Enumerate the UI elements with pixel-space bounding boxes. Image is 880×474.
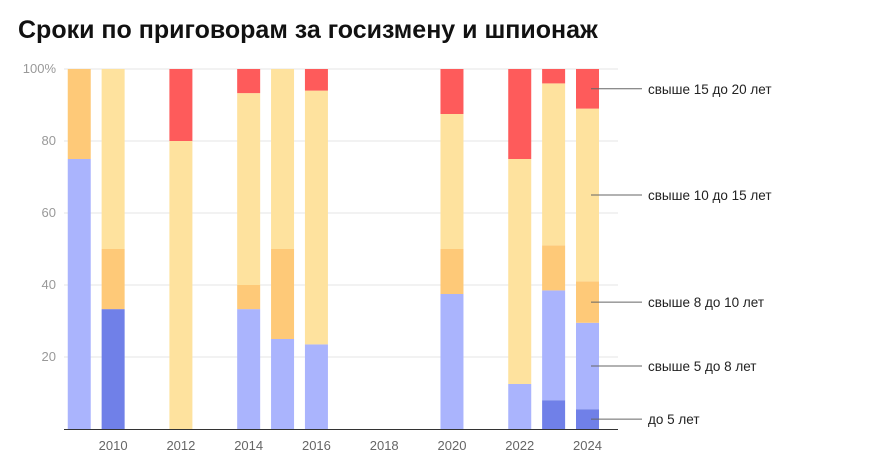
bar-segment	[440, 114, 464, 249]
bar-segment	[67, 159, 91, 429]
y-tick-label: 100%	[23, 61, 57, 76]
bar-segment	[576, 322, 600, 410]
bar-segment	[169, 69, 193, 141]
x-tick-label: 2010	[99, 438, 128, 453]
bar-segment	[542, 69, 566, 84]
bar-segment	[67, 69, 91, 159]
bar-segment	[576, 108, 600, 282]
x-tick-label: 2024	[573, 438, 602, 453]
bar-segment	[237, 285, 261, 310]
y-tick-label: 80	[42, 133, 56, 148]
x-axis-ticks: 2010 2012 2014 2016 2018 2020 2022 2024	[99, 438, 602, 453]
legend-label: до 5 лет	[648, 412, 700, 427]
y-tick-label: 40	[42, 277, 56, 292]
x-tick-label: 2020	[438, 438, 467, 453]
bar-segment	[440, 69, 464, 114]
gridlines	[64, 68, 618, 358]
bar-segment	[304, 69, 328, 91]
bar-segment	[304, 90, 328, 345]
y-tick-label: 60	[42, 205, 56, 220]
legend-label: свыше 10 до 15 лет	[648, 188, 772, 203]
bar-segment	[304, 344, 328, 429]
bar-segment	[440, 249, 464, 294]
bar-segment	[101, 309, 125, 429]
x-tick-label: 2018	[370, 438, 399, 453]
legend: свыше 15 до 20 лет свыше 10 до 15 лет свыш…	[591, 82, 772, 427]
x-tick-label: 2014	[234, 438, 263, 453]
bar-segment	[508, 384, 532, 429]
bar-segment	[542, 83, 566, 246]
bar-segment	[101, 69, 125, 249]
bar-segment	[542, 245, 566, 291]
bar-segment	[271, 249, 295, 339]
y-tick-label: 20	[42, 349, 56, 364]
bar-segment	[542, 290, 566, 401]
bars	[67, 69, 600, 429]
bar-segment	[440, 294, 464, 429]
x-tick-label: 2012	[166, 438, 195, 453]
bar-segment	[542, 400, 566, 429]
bar-segment	[576, 409, 600, 429]
bar-segment	[169, 141, 193, 429]
bar-segment	[237, 69, 261, 94]
bar-segment	[271, 339, 295, 429]
bar-segment	[508, 159, 532, 384]
legend-label: свыше 15 до 20 лет	[648, 82, 772, 97]
bar-segment	[237, 93, 261, 286]
bar-segment	[271, 69, 295, 249]
legend-label: свыше 5 до 8 лет	[648, 359, 757, 374]
bar-segment	[576, 69, 600, 109]
x-tick-label: 2022	[505, 438, 534, 453]
bar-segment	[508, 69, 532, 159]
bar-segment	[237, 309, 261, 429]
y-axis-ticks: 20 40 60 80 100%	[23, 61, 57, 364]
x-tick-label: 2016	[302, 438, 331, 453]
bar-segment	[101, 249, 125, 310]
chart-title: Сроки по приговорам за госизмену и шпион…	[18, 16, 598, 44]
bar-segment	[576, 281, 600, 323]
legend-label: свыше 8 до 10 лет	[648, 295, 764, 310]
